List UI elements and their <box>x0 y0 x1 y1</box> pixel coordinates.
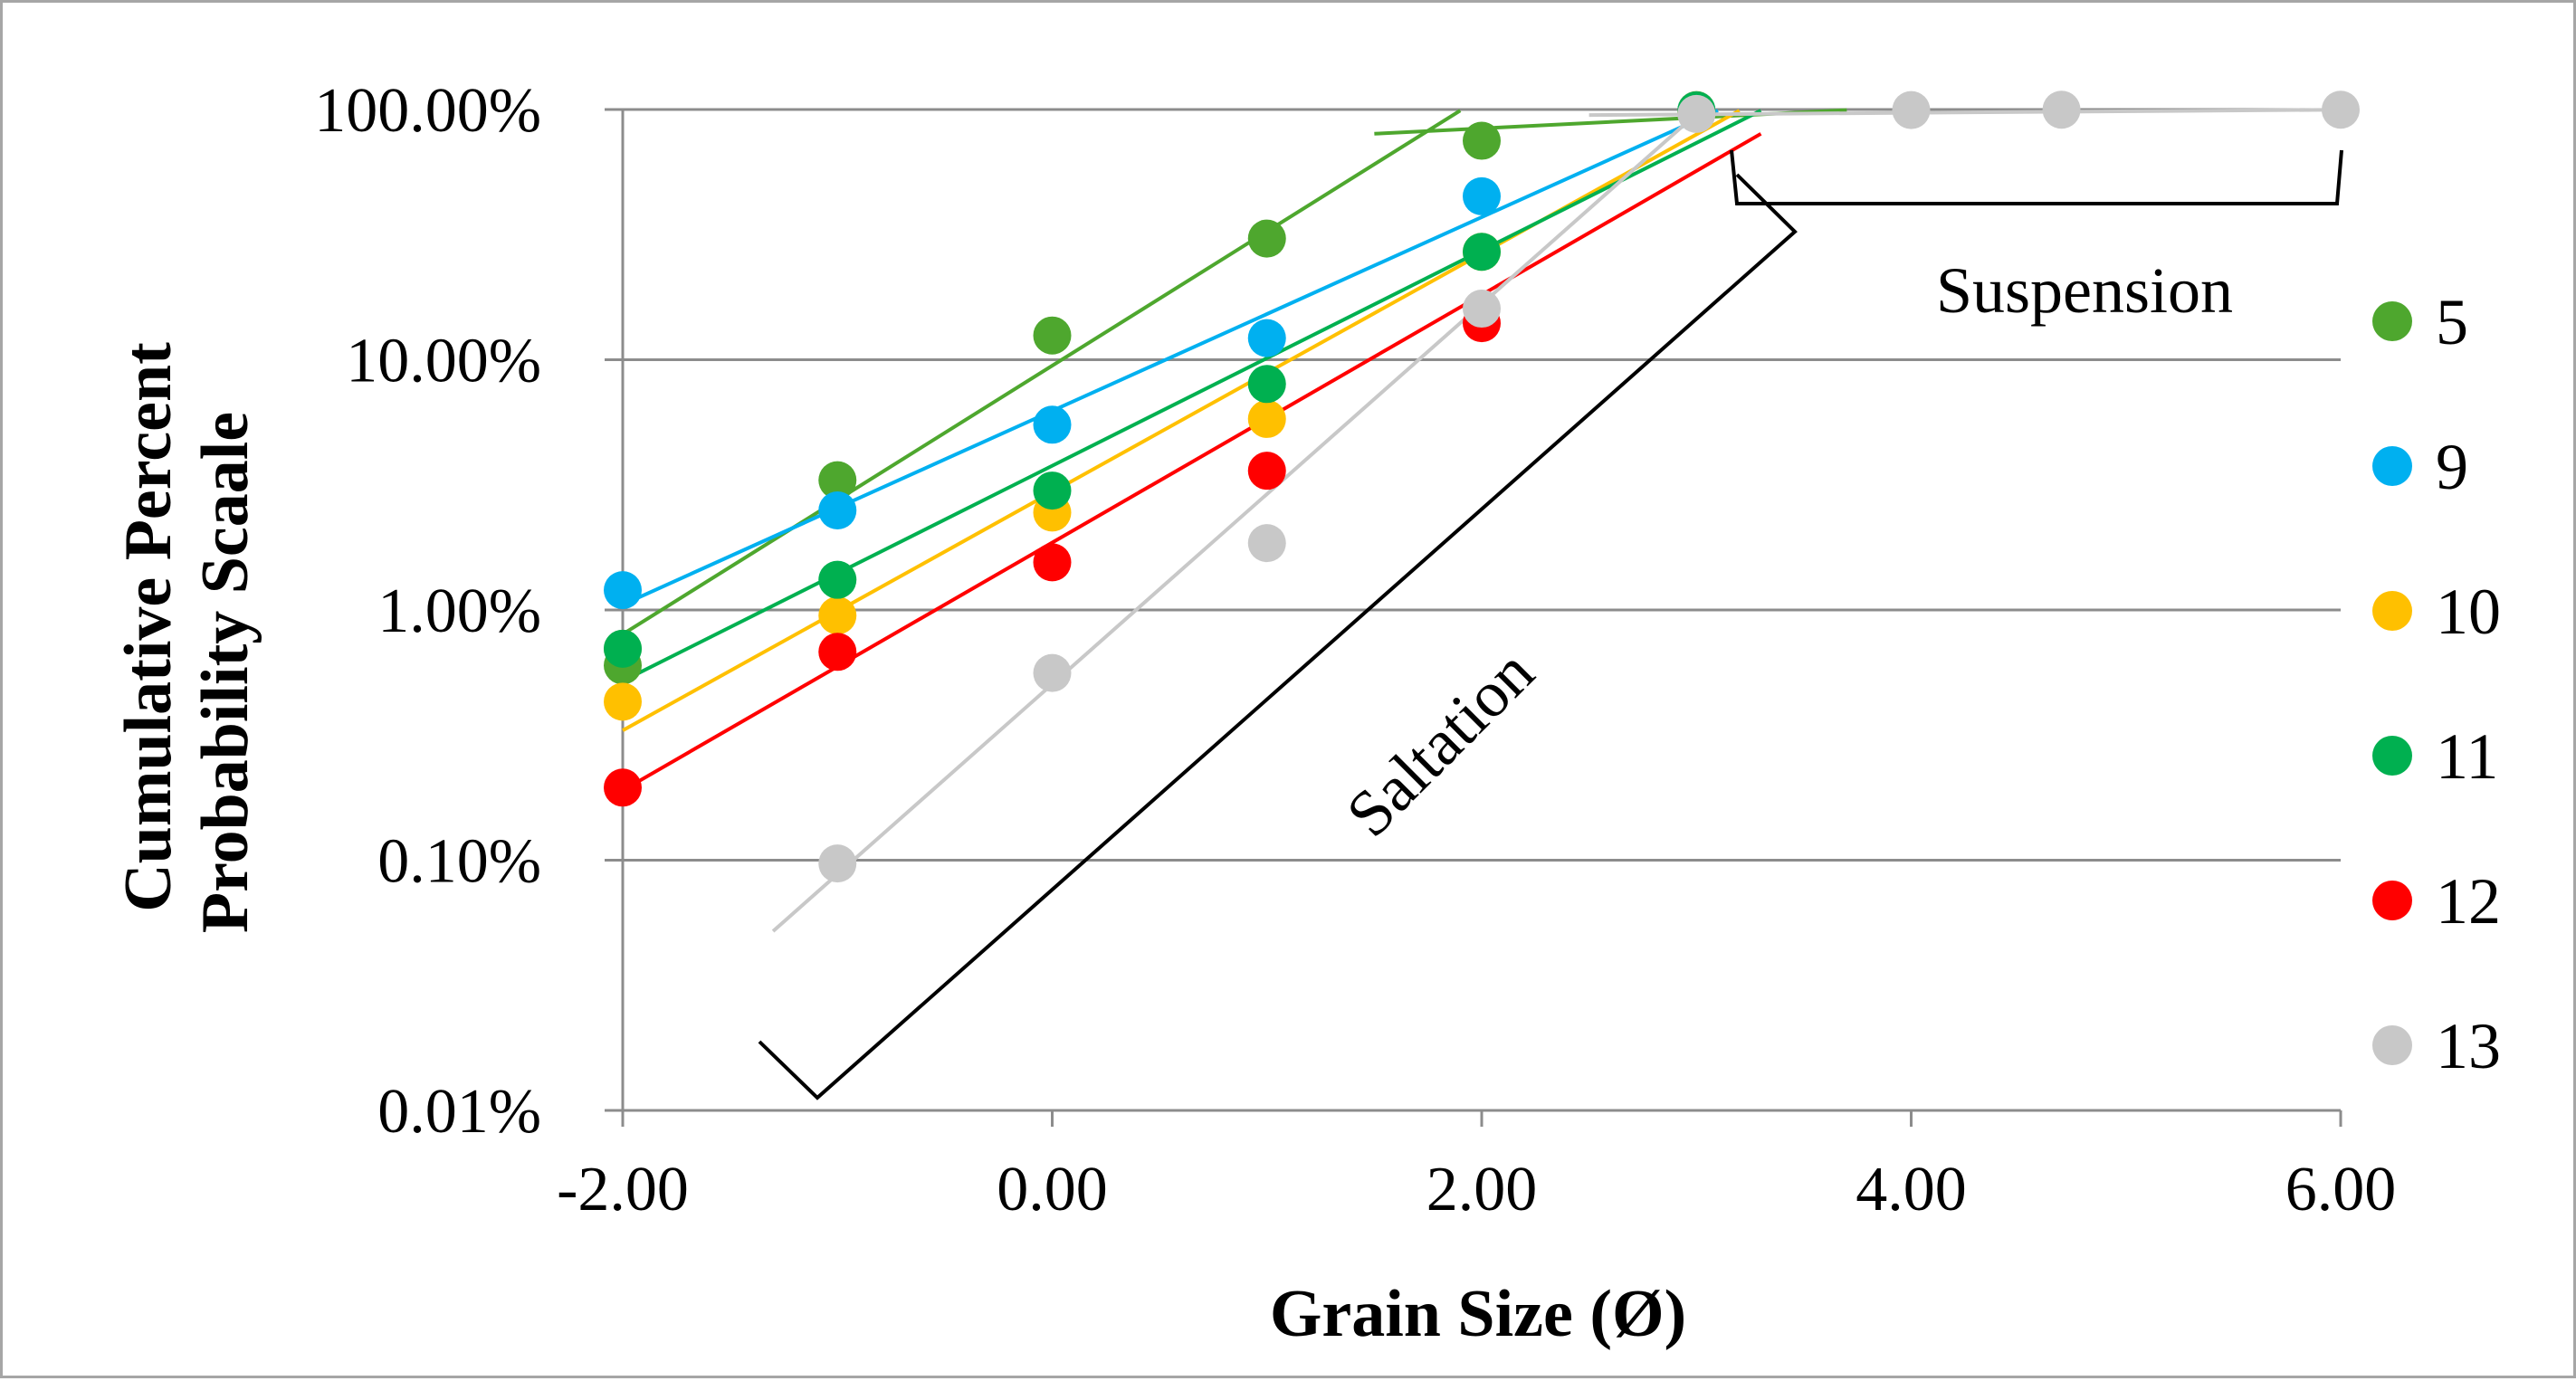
suspension-bracket <box>1730 149 2343 205</box>
point-10-0 <box>604 682 642 721</box>
y-axis-title-line2: Probability Scaale <box>188 412 262 933</box>
legend-marker-13 <box>2372 1025 2412 1065</box>
point-11-2 <box>1033 471 1072 510</box>
legend-marker-10 <box>2372 591 2412 631</box>
trend-line-11-0 <box>622 109 1762 683</box>
legend-label-9: 9 <box>2436 431 2468 503</box>
y-tick-label-4: 100.00% <box>314 76 541 146</box>
legend-label-10: 10 <box>2436 576 2501 648</box>
point-11-3 <box>1247 365 1286 404</box>
legend-label-12: 12 <box>2436 865 2501 938</box>
point-12-2 <box>1033 543 1072 582</box>
point-10-1 <box>818 596 857 635</box>
point-13-6 <box>2042 90 2081 129</box>
point-9-2 <box>1033 405 1072 444</box>
point-10-3 <box>1247 399 1286 438</box>
point-13-4 <box>1677 94 1716 133</box>
y-tick-label-1: 0.10% <box>377 827 541 897</box>
legend-marker-5 <box>2372 301 2412 341</box>
trend-line-13-0 <box>771 112 1698 933</box>
legend-label-5: 5 <box>2436 286 2468 358</box>
trend-line-5-0 <box>621 109 1462 636</box>
legend-label-13: 13 <box>2436 1010 2501 1082</box>
point-11-1 <box>818 560 857 599</box>
y-tick-label-0: 0.01% <box>377 1077 541 1147</box>
point-5-4 <box>1247 219 1286 258</box>
y-tick-label-2: 1.00% <box>377 576 541 646</box>
point-9-4 <box>1463 176 1501 215</box>
point-13-5 <box>1892 90 1931 129</box>
point-13-3 <box>1463 290 1501 329</box>
point-5-3 <box>1033 316 1072 355</box>
legend-label-11: 11 <box>2436 720 2498 793</box>
x-tick-label-0: -2.00 <box>557 1155 689 1224</box>
point-9-3 <box>1247 319 1286 357</box>
x-axis-title: Grain Size (Ø) <box>1270 1277 1686 1351</box>
saltation-label: Saltation <box>1332 635 1548 851</box>
point-12-1 <box>818 633 857 671</box>
point-9-0 <box>604 571 642 610</box>
annotation-brackets <box>758 149 2343 1100</box>
point-9-1 <box>818 490 857 529</box>
trend-line-12-0 <box>622 132 1762 793</box>
chart-svg: 0.01% 0.10% 1.00% 10.00% 100.00% -2.00 0.00 2.… <box>111 76 2501 1351</box>
saltation-bracket <box>758 173 1798 1100</box>
trend-line-9-0 <box>622 109 1719 606</box>
point-5-2 <box>818 461 857 500</box>
x-tick-label-4: 6.00 <box>2285 1155 2397 1224</box>
y-axis-title-line1: Cumulative Percent <box>111 342 186 912</box>
legend-marker-12 <box>2372 881 2412 920</box>
y-tick-label-3: 10.00% <box>346 327 541 396</box>
axes <box>621 110 2342 1127</box>
point-13-2 <box>1247 524 1286 563</box>
point-11-4 <box>1463 233 1501 271</box>
legend-marker-11 <box>2372 736 2412 776</box>
x-tick-label-3: 4.00 <box>1856 1155 1967 1224</box>
gridlines <box>605 108 2341 1112</box>
point-13-1 <box>1033 653 1072 692</box>
x-tick-label-2: 2.00 <box>1426 1155 1538 1224</box>
legend-marker-9 <box>2372 446 2412 486</box>
point-12-0 <box>604 768 642 807</box>
point-5-5 <box>1463 121 1501 160</box>
data-points <box>604 90 2360 883</box>
point-11-0 <box>604 629 642 668</box>
x-tick-labels: -2.00 0.00 2.00 4.00 6.00 <box>557 1155 2396 1224</box>
point-12-3 <box>1247 452 1286 490</box>
y-tick-labels: 0.01% 0.10% 1.00% 10.00% 100.00% <box>314 76 541 1147</box>
legend: 5 9 10 11 12 13 <box>2372 286 2501 1082</box>
suspension-label: Suspension <box>1936 254 2233 327</box>
x-tick-label-1: 0.00 <box>997 1155 1108 1224</box>
point-13-7 <box>2322 90 2360 129</box>
point-13-0 <box>818 844 857 883</box>
